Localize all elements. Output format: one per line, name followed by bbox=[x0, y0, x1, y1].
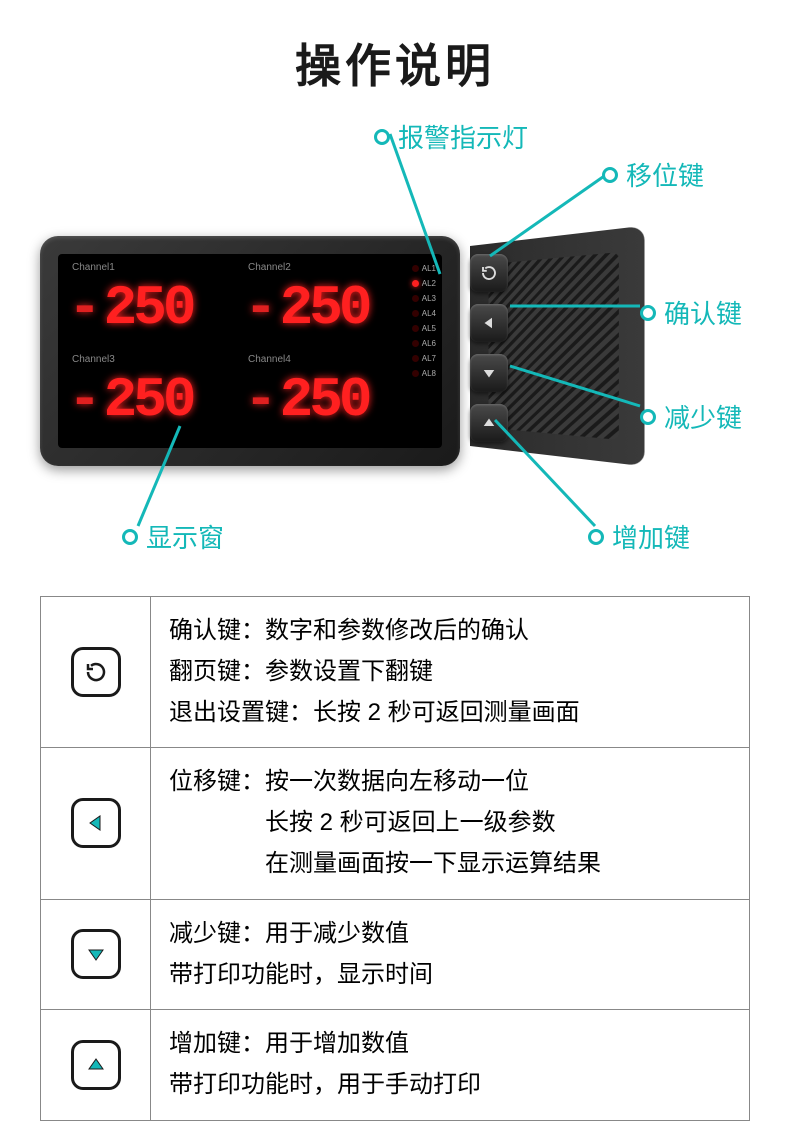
triangle-left-icon bbox=[84, 811, 108, 835]
loop-icon bbox=[480, 264, 498, 282]
alarm-label: AL3 bbox=[422, 294, 436, 303]
channel-label-3: Channel3 bbox=[72, 354, 115, 365]
instruction-cell: 减少键：用于减少数值带打印功能时，显示时间 bbox=[151, 899, 750, 1010]
instruction-table: 确认键：数字和参数修改后的确认翻页键：参数设置下翻键退出设置键：长按 2 秒可返… bbox=[40, 596, 750, 1121]
left-icon-cell bbox=[71, 798, 121, 848]
alarm-label: AL2 bbox=[422, 279, 436, 288]
page-title: 操作说明 bbox=[0, 0, 790, 96]
triangle-down-icon bbox=[480, 364, 498, 382]
loop-icon-cell bbox=[71, 647, 121, 697]
table-row: 增加键：用于增加数值带打印功能时，用于手动打印 bbox=[41, 1010, 750, 1121]
alarm-label: AL4 bbox=[422, 309, 436, 318]
alarm-label: AL6 bbox=[422, 339, 436, 348]
down-icon-cell bbox=[71, 929, 121, 979]
instruction-cell: 位移键：按一次数据向左移动一位 长按 2 秒可返回上一级参数 在测量画面按一下显… bbox=[151, 748, 750, 899]
callout-confirm: 确认键 bbox=[640, 294, 742, 331]
instruction-cell: 增加键：用于增加数值带打印功能时，用于手动打印 bbox=[151, 1010, 750, 1121]
display-screen: Channel1 Channel2 Channel3 Channel4 -250… bbox=[58, 254, 442, 448]
callout-display: 显示窗 bbox=[122, 518, 224, 555]
device-button-column bbox=[470, 254, 510, 442]
up-icon-cell bbox=[71, 1040, 121, 1090]
channel-label-2: Channel2 bbox=[248, 262, 291, 273]
loop-icon bbox=[84, 660, 108, 684]
reading-4: -250 bbox=[244, 372, 368, 428]
reading-1: -250 bbox=[68, 280, 192, 336]
triangle-left-icon bbox=[480, 314, 498, 332]
table-row: 位移键：按一次数据向左移动一位 长按 2 秒可返回上一级参数 在测量画面按一下显… bbox=[41, 748, 750, 899]
alarm-label: AL7 bbox=[422, 354, 436, 363]
triangle-up-icon bbox=[84, 1053, 108, 1077]
device-bezel: Channel1 Channel2 Channel3 Channel4 -250… bbox=[40, 236, 460, 466]
channel-label-1: Channel1 bbox=[72, 262, 115, 273]
down-button[interactable] bbox=[470, 354, 508, 392]
alarm-column: AL1 AL2 AL3 AL4 AL5 AL6 AL7 AL8 bbox=[412, 264, 436, 378]
instruction-cell: 确认键：数字和参数修改后的确认翻页键：参数设置下翻键退出设置键：长按 2 秒可返… bbox=[151, 597, 750, 748]
reading-3: -250 bbox=[68, 372, 192, 428]
table-row: 确认键：数字和参数修改后的确认翻页键：参数设置下翻键退出设置键：长按 2 秒可返… bbox=[41, 597, 750, 748]
table-row: 减少键：用于减少数值带打印功能时，显示时间 bbox=[41, 899, 750, 1010]
left-button[interactable] bbox=[470, 304, 508, 342]
callout-shift: 移位键 bbox=[602, 156, 704, 193]
alarm-label: AL8 bbox=[422, 369, 436, 378]
callout-alarm: 报警指示灯 bbox=[374, 118, 528, 155]
callout-line bbox=[510, 302, 650, 310]
device-diagram: Channel1 Channel2 Channel3 Channel4 -250… bbox=[0, 116, 790, 566]
callout-decrease: 减少键 bbox=[640, 398, 742, 435]
alarm-label: AL5 bbox=[422, 324, 436, 333]
triangle-down-icon bbox=[84, 942, 108, 966]
reading-2: -250 bbox=[244, 280, 368, 336]
channel-label-4: Channel4 bbox=[248, 354, 291, 365]
callout-increase: 增加键 bbox=[588, 518, 690, 555]
callout-line bbox=[510, 362, 650, 412]
